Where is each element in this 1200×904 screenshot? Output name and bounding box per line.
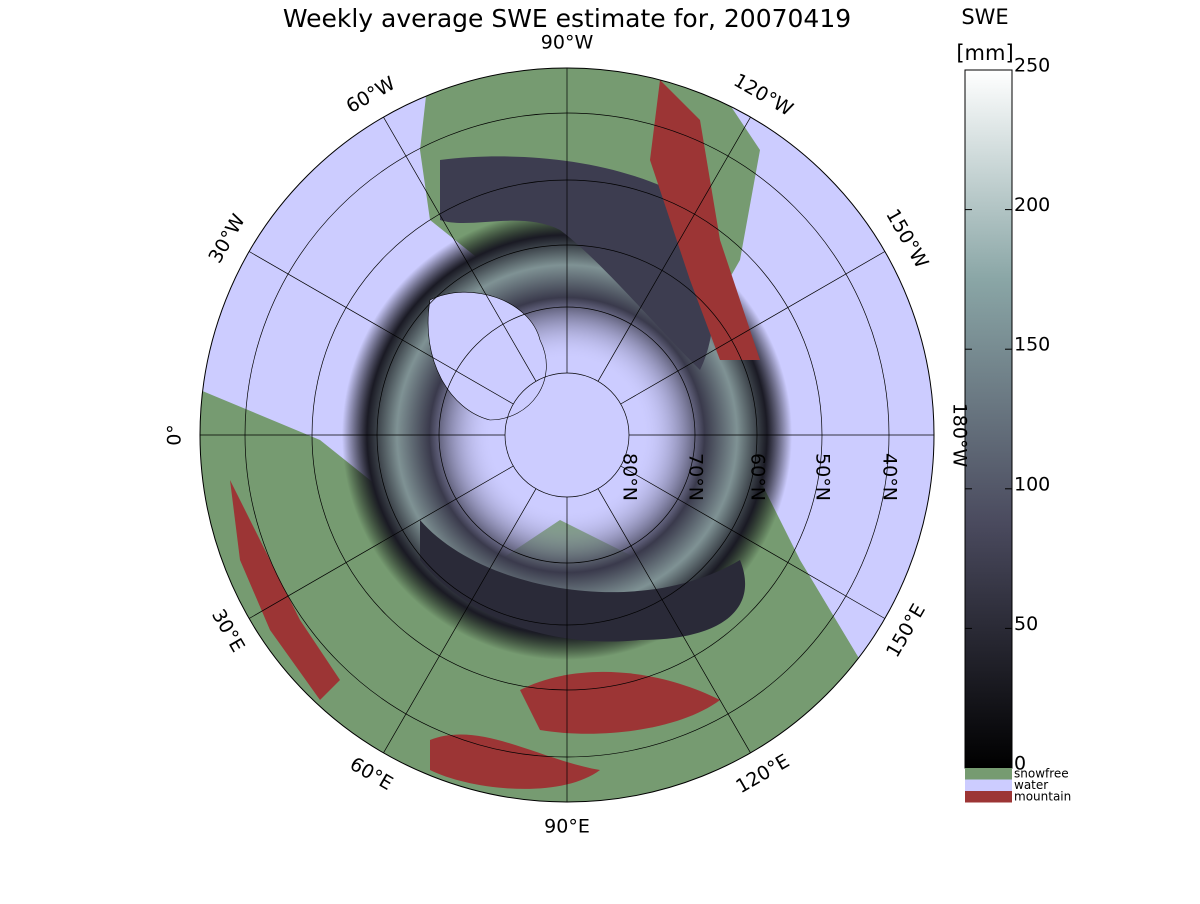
map-title: Weekly average SWE estimate for, 2007041…: [283, 4, 851, 33]
longitude-label: 30°W: [204, 210, 249, 267]
colorbar-unit: [mm]: [956, 41, 1013, 65]
map-border: [199, 67, 935, 803]
longitude-label: 0°: [164, 424, 186, 446]
meridian: [597, 116, 751, 382]
latitude-label: 60°N: [747, 453, 769, 501]
latitude-label: 40°N: [879, 453, 901, 501]
meridian: [248, 465, 514, 619]
colorbar-tick-label: 200: [1014, 194, 1050, 216]
legend-label: mountain: [1014, 790, 1071, 804]
meridian: [620, 465, 886, 619]
longitude-label: 60°W: [343, 72, 400, 117]
colorbar-tick-label: 100: [1014, 473, 1050, 495]
colorbar-tick-label: 250: [1014, 55, 1050, 77]
legend-swatch: [965, 791, 1012, 803]
meridian: [620, 251, 886, 405]
longitude-label: 60°E: [346, 753, 397, 795]
latitude-label: 80°N: [619, 453, 641, 501]
meridian: [383, 116, 537, 382]
meridian: [248, 251, 514, 405]
longitude-label: 90°E: [544, 816, 590, 838]
colorbar-tick-label: 0: [1014, 753, 1026, 775]
meridian: [383, 488, 537, 754]
longitude-label: 30°E: [207, 605, 249, 656]
latitude-label: 70°N: [685, 453, 707, 501]
legend-label: water: [1014, 778, 1048, 792]
latitude-label: 50°N: [812, 453, 834, 501]
colorbar: [964, 69, 1013, 769]
colorbar-tick-label: 50: [1014, 613, 1038, 635]
meridian: [597, 488, 751, 754]
longitude-label: 90°W: [541, 32, 594, 54]
colorbar-tick-label: 150: [1014, 334, 1050, 356]
legend-label: snowfree: [1014, 767, 1069, 781]
legend-swatch: [965, 779, 1012, 791]
colorbar-title: SWE: [961, 5, 1008, 29]
map-disc: [200, 68, 934, 802]
legend-swatch: [965, 768, 1012, 780]
longitude-label: 180°W: [949, 403, 971, 468]
